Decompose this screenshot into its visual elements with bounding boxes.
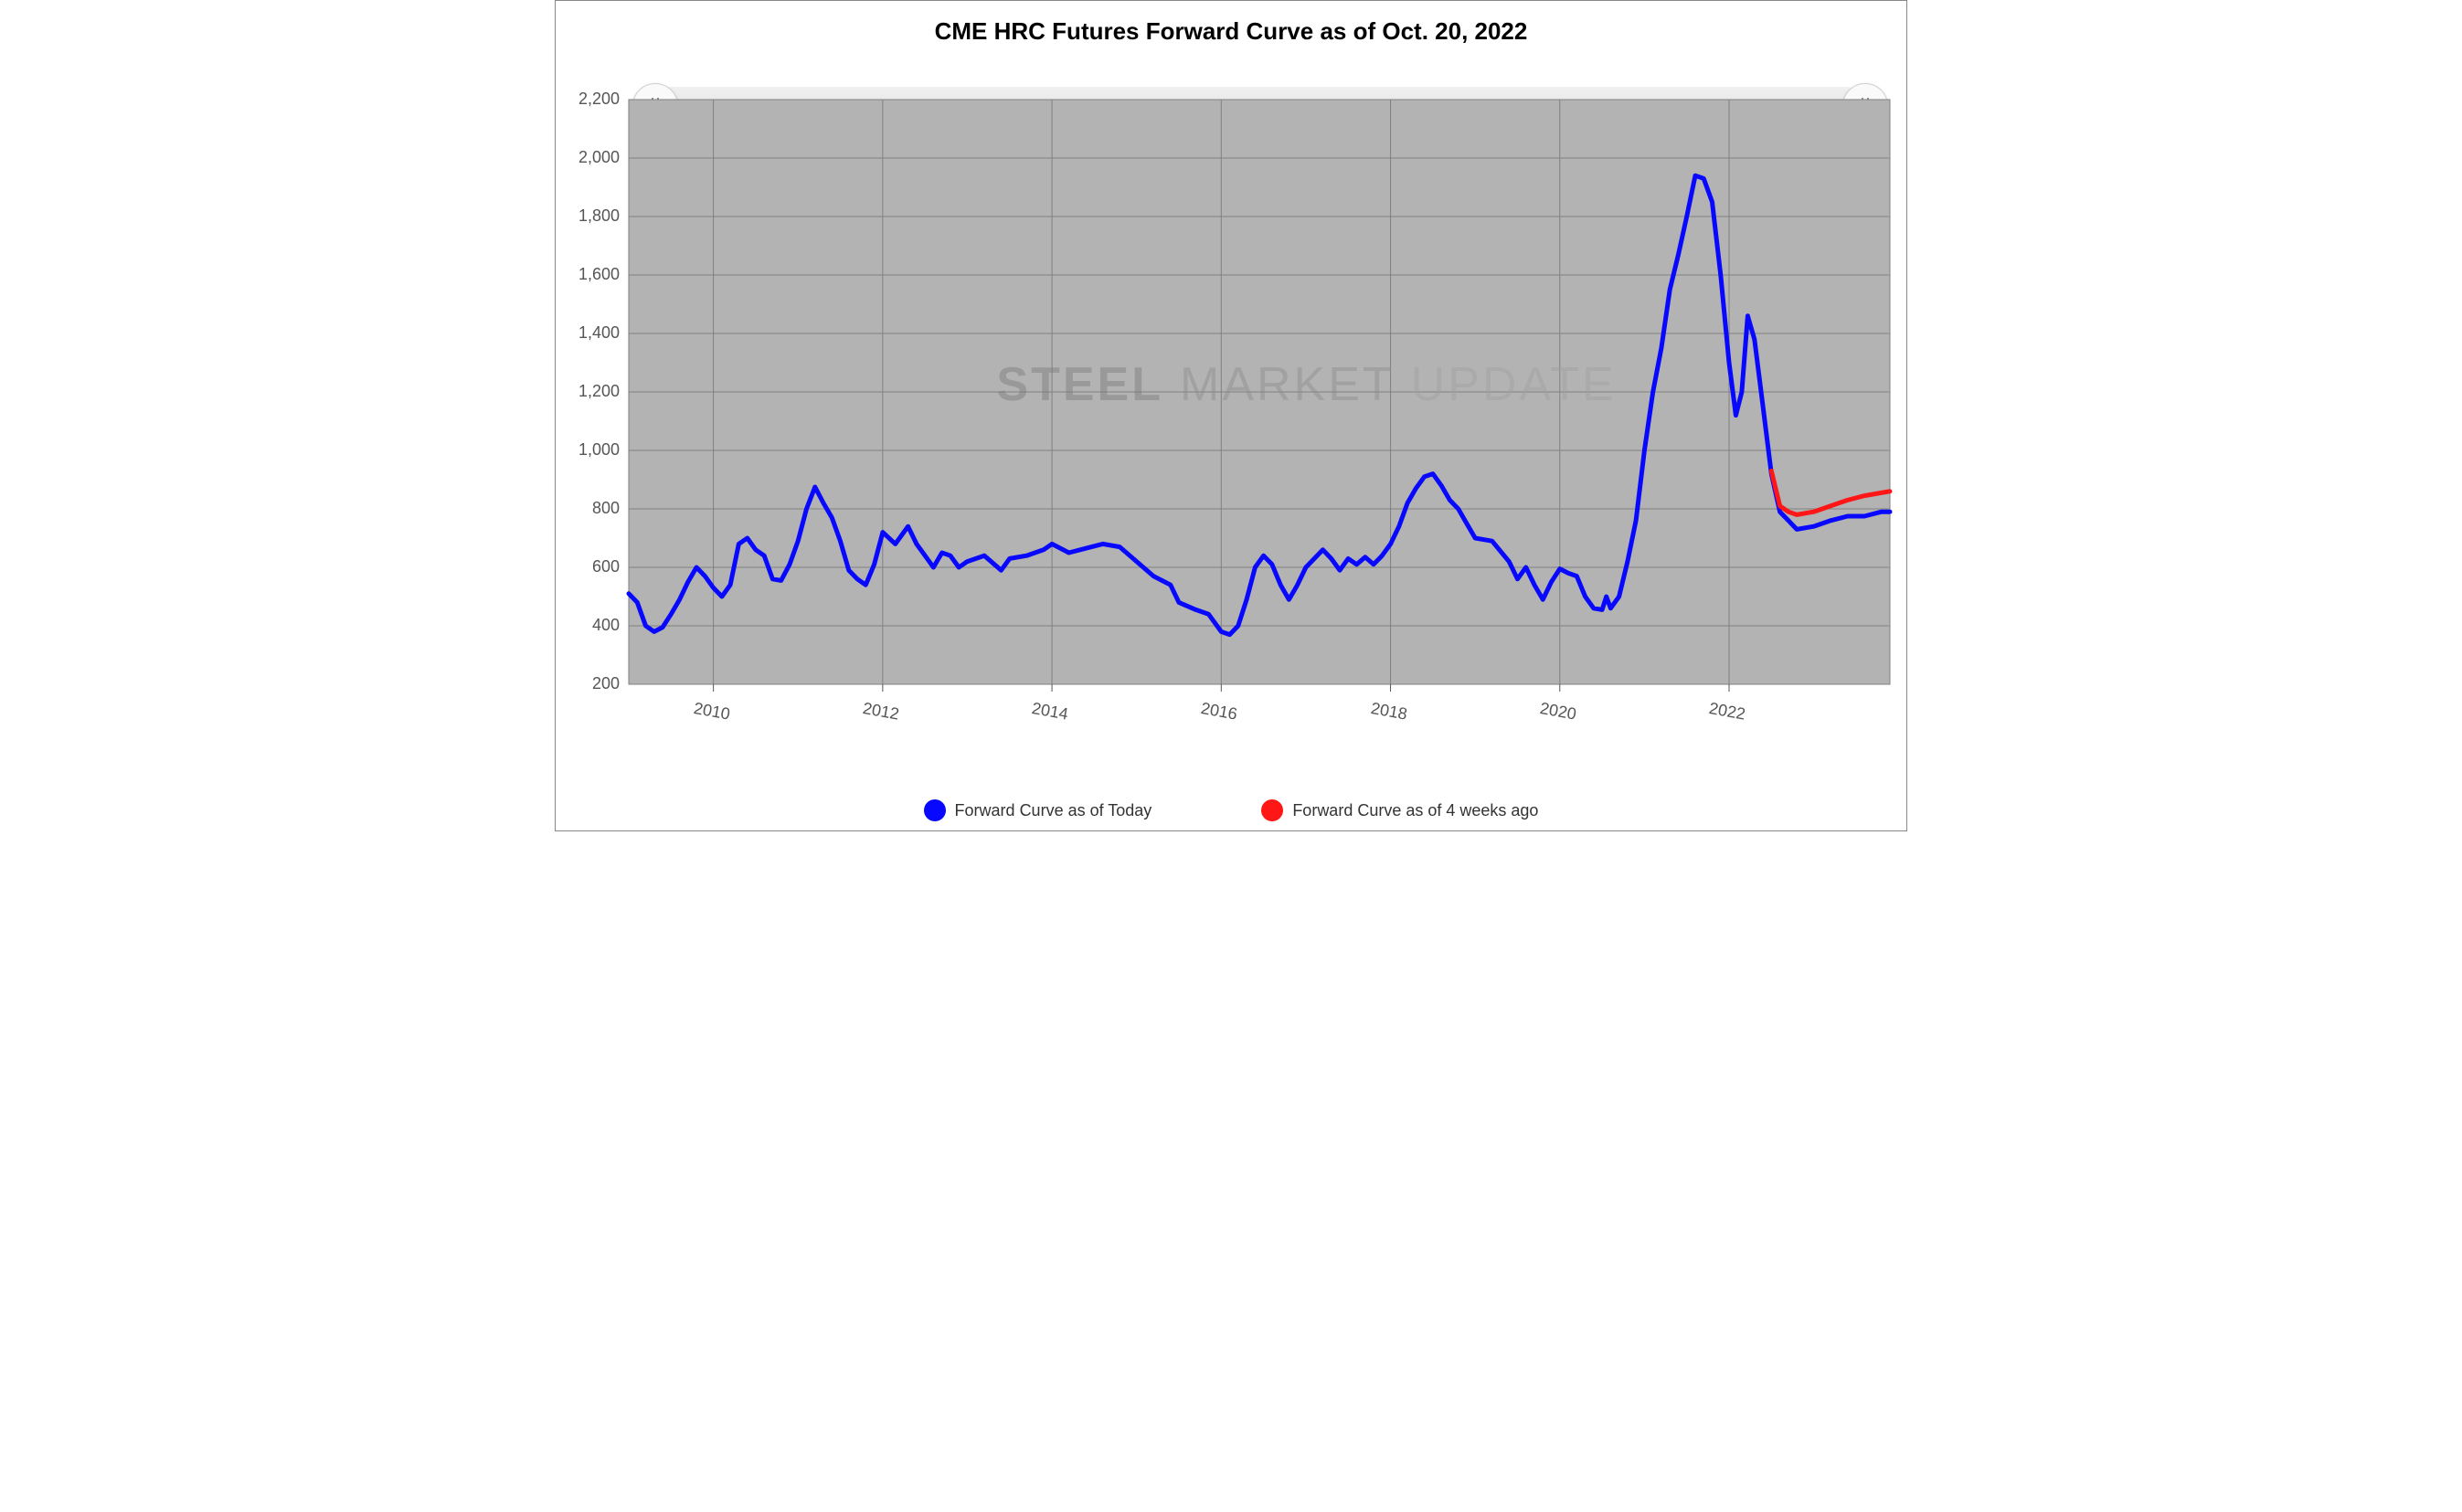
x-tick-label: 2022 bbox=[1707, 699, 1746, 724]
legend-item-4weeks[interactable]: Forward Curve as of 4 weeks ago bbox=[1261, 799, 1538, 821]
x-tick-label: 2010 bbox=[692, 699, 731, 724]
plot-svg bbox=[629, 100, 1890, 684]
x-tick-label: 2014 bbox=[1030, 699, 1069, 724]
y-tick-label: 1,000 bbox=[578, 440, 620, 460]
x-tick-label: 2018 bbox=[1369, 699, 1408, 724]
legend: Forward Curve as of Today Forward Curve … bbox=[556, 799, 1906, 821]
x-tick-label: 2012 bbox=[861, 699, 900, 724]
legend-label: Forward Curve as of 4 weeks ago bbox=[1292, 801, 1538, 820]
y-tick-label: 600 bbox=[592, 557, 620, 576]
y-tick-label: 1,800 bbox=[578, 206, 620, 226]
y-tick-label: 1,600 bbox=[578, 265, 620, 284]
plot-area: STEEL MARKET UPDATE bbox=[629, 100, 1890, 684]
y-tick-label: 1,400 bbox=[578, 323, 620, 343]
legend-swatch-icon bbox=[1261, 799, 1283, 821]
y-tick-label: 2,000 bbox=[578, 148, 620, 167]
x-tick-label: 2020 bbox=[1538, 699, 1577, 724]
y-tick-label: 2,200 bbox=[578, 90, 620, 109]
legend-item-today[interactable]: Forward Curve as of Today bbox=[924, 799, 1152, 821]
y-tick-label: 400 bbox=[592, 616, 620, 635]
chart-title: CME HRC Futures Forward Curve as of Oct.… bbox=[556, 17, 1906, 46]
y-tick-label: 1,200 bbox=[578, 382, 620, 401]
legend-swatch-icon bbox=[924, 799, 946, 821]
x-tick-label: 2016 bbox=[1200, 699, 1239, 724]
chart-container: CME HRC Futures Forward Curve as of Oct.… bbox=[555, 0, 1907, 831]
legend-label: Forward Curve as of Today bbox=[955, 801, 1152, 820]
y-tick-label: 200 bbox=[592, 674, 620, 693]
y-tick-label: 800 bbox=[592, 499, 620, 518]
